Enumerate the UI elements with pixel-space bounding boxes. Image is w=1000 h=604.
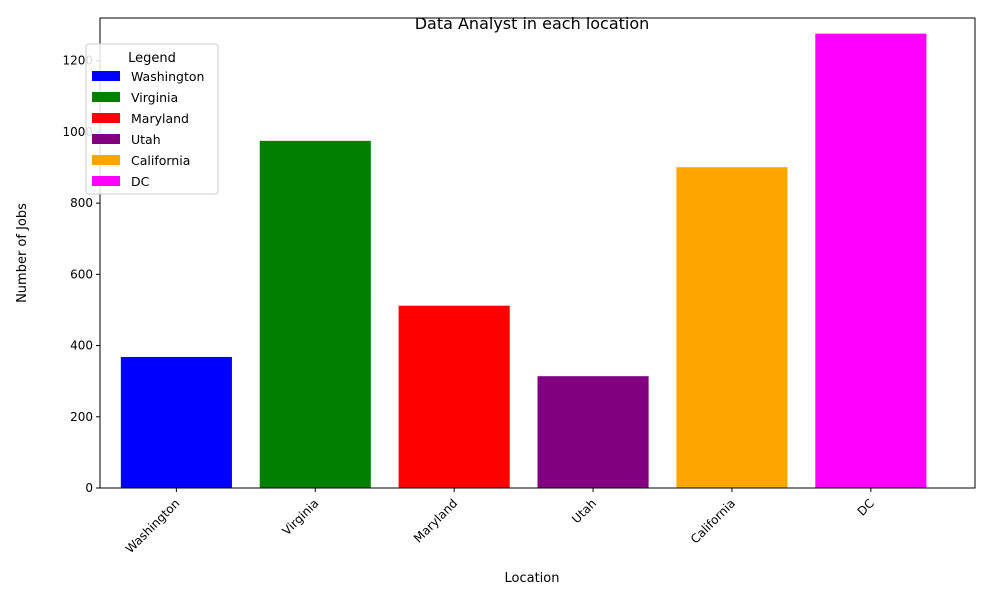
x-tick-label: DC bbox=[855, 496, 877, 518]
y-tick-label: 1000 bbox=[62, 125, 93, 139]
x-tick-label: Virginia bbox=[280, 496, 322, 538]
x-tick-label: Maryland bbox=[411, 496, 460, 545]
bar-utah bbox=[537, 376, 649, 488]
legend-swatch bbox=[92, 92, 120, 102]
legend-entries: Washington Virginia Maryland Utah California… bbox=[92, 69, 204, 189]
y-tick-label: 600 bbox=[70, 267, 93, 281]
legend-swatch bbox=[92, 176, 120, 186]
y-tick-label: 400 bbox=[70, 339, 93, 353]
legend-label: DC bbox=[131, 174, 150, 189]
legend-label: Virginia bbox=[131, 90, 178, 105]
bar-dc bbox=[815, 33, 927, 489]
legend-label: Washington bbox=[131, 69, 204, 84]
legend-label: Utah bbox=[131, 132, 161, 147]
x-tick-label: California bbox=[688, 496, 738, 546]
x-axis: Washington Virginia Maryland Utah California… bbox=[123, 488, 877, 556]
x-tick-label: Utah bbox=[569, 496, 599, 526]
bars-group bbox=[120, 33, 927, 489]
legend: Legend Washington Virginia Maryland Utah Cal… bbox=[85, 43, 219, 195]
y-tick-label: 800 bbox=[70, 196, 93, 210]
legend-title: Legend bbox=[128, 51, 176, 66]
y-tick-label: 200 bbox=[70, 410, 93, 424]
bar-washington bbox=[120, 356, 232, 488]
x-axis-label: Location bbox=[505, 571, 560, 586]
bar-maryland bbox=[398, 305, 510, 488]
legend-swatch bbox=[92, 71, 120, 81]
y-tick-label: 0 bbox=[85, 481, 93, 495]
bar-california bbox=[676, 167, 788, 488]
y-axis-label: Number of Jobs bbox=[15, 203, 30, 303]
legend-swatch bbox=[92, 134, 120, 144]
x-tick-label: Washington bbox=[123, 496, 183, 556]
y-tick-label: 1200 bbox=[62, 54, 93, 68]
legend-swatch bbox=[92, 113, 120, 123]
legend-label: Maryland bbox=[131, 111, 189, 126]
legend-label: California bbox=[131, 153, 190, 168]
legend-swatch bbox=[92, 155, 120, 165]
plot-frame bbox=[99, 17, 976, 489]
bar-virginia bbox=[259, 140, 371, 488]
chart-title: Data Analyst in each location bbox=[415, 14, 650, 33]
